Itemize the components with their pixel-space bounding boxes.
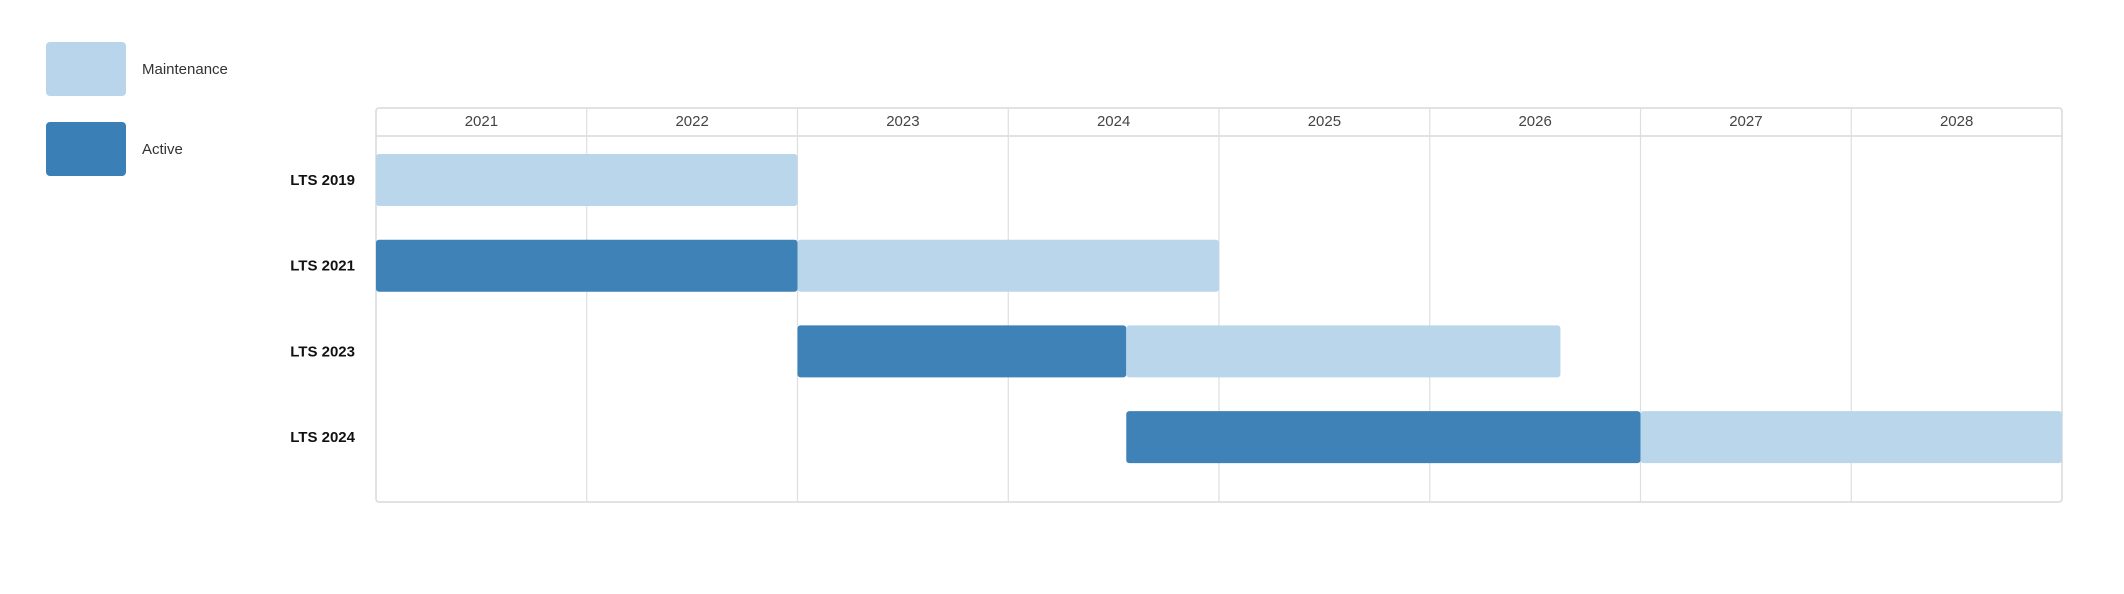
bar-active bbox=[1126, 411, 1641, 464]
year-tick-label: 2024 bbox=[1097, 113, 1130, 130]
year-tick-label: 2021 bbox=[465, 113, 498, 130]
legend-swatch-active bbox=[46, 122, 126, 176]
year-tick-label: 2026 bbox=[1518, 113, 1551, 130]
release-label: LTS 2019 bbox=[290, 172, 355, 189]
legend-label-active: Active bbox=[142, 141, 183, 158]
year-tick-label: 2025 bbox=[1308, 113, 1341, 130]
bar-active bbox=[376, 239, 798, 292]
year-tick-label: 2022 bbox=[675, 113, 708, 130]
year-axis: 2021 2022 2023 2024 2025 2026 2027 2028 bbox=[465, 113, 1974, 130]
release-label: LTS 2021 bbox=[290, 258, 355, 275]
bar-maintenance bbox=[376, 154, 798, 206]
year-tick-label: 2028 bbox=[1940, 113, 1973, 130]
legend-label-maintenance: Maintenance bbox=[142, 61, 228, 78]
bar-active bbox=[797, 325, 1127, 378]
bar-maintenance bbox=[1640, 411, 2062, 464]
release-axis: LTS 2019 LTS 2021 LTS 2023 LTS 2024 bbox=[290, 172, 355, 446]
year-tick-label: 2023 bbox=[886, 113, 919, 130]
release-label: LTS 2024 bbox=[290, 429, 355, 446]
legend-swatch-maintenance bbox=[46, 42, 126, 96]
year-tick-label: 2027 bbox=[1729, 113, 1762, 130]
bar-maintenance bbox=[797, 239, 1219, 292]
legend: Maintenance Active bbox=[46, 42, 228, 176]
bar-maintenance bbox=[1126, 325, 1561, 378]
release-label: LTS 2023 bbox=[290, 343, 355, 360]
timeline-bars bbox=[376, 154, 2062, 464]
